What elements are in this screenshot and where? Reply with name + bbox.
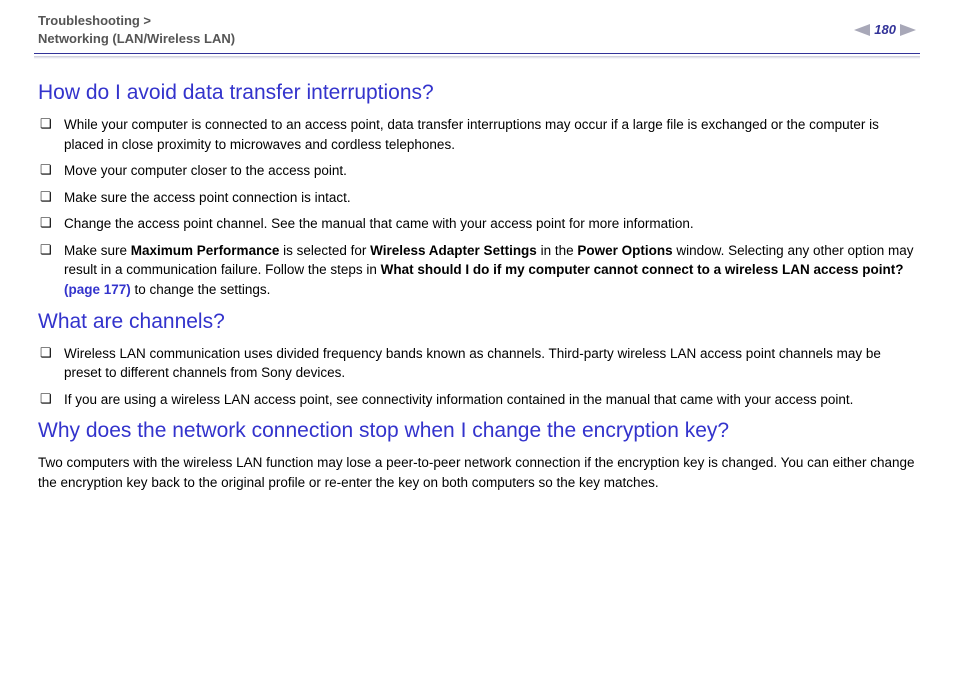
prev-page-arrow-icon[interactable] bbox=[854, 24, 870, 36]
section-heading-1: How do I avoid data transfer interruptio… bbox=[38, 81, 916, 105]
text-run: in the bbox=[537, 243, 578, 258]
breadcrumb[interactable]: Troubleshooting > Networking (LAN/Wirele… bbox=[38, 12, 235, 47]
section-heading-3: Why does the network connection stop whe… bbox=[38, 419, 916, 443]
list-item: If you are using a wireless LAN access p… bbox=[38, 390, 916, 410]
text-run: is selected for bbox=[279, 243, 370, 258]
list-item: Make sure the access point connection is… bbox=[38, 188, 916, 208]
text-run: to change the settings. bbox=[131, 282, 271, 297]
breadcrumb-line2: Networking (LAN/Wireless LAN) bbox=[38, 31, 235, 46]
list-item: Make sure Maximum Performance is selecte… bbox=[38, 241, 916, 300]
next-page-arrow-icon[interactable] bbox=[900, 24, 916, 36]
breadcrumb-line1: Troubleshooting > bbox=[38, 13, 151, 28]
bold-term: Wireless Adapter Settings bbox=[370, 243, 537, 258]
bullet-list-2: Wireless LAN communication uses divided … bbox=[38, 344, 916, 410]
text-run: Make sure bbox=[64, 243, 131, 258]
page-navigation: 180 bbox=[854, 22, 916, 37]
bold-term: Power Options bbox=[577, 243, 672, 258]
list-item: Move your computer closer to the access … bbox=[38, 161, 916, 181]
header-divider bbox=[34, 53, 920, 54]
list-item: Wireless LAN communication uses divided … bbox=[38, 344, 916, 383]
list-item: While your computer is connected to an a… bbox=[38, 115, 916, 154]
page-number: 180 bbox=[874, 22, 896, 37]
bullet-list-1: While your computer is connected to an a… bbox=[38, 115, 916, 300]
paragraph: Two computers with the wireless LAN func… bbox=[38, 453, 916, 492]
list-item: Change the access point channel. See the… bbox=[38, 214, 916, 234]
section-heading-2: What are channels? bbox=[38, 310, 916, 334]
page-reference-link[interactable]: (page 177) bbox=[64, 282, 131, 297]
page-header: Troubleshooting > Networking (LAN/Wirele… bbox=[0, 0, 954, 53]
bold-term: Maximum Performance bbox=[131, 243, 280, 258]
bold-term: What should I do if my computer cannot c… bbox=[381, 262, 904, 277]
page-content: How do I avoid data transfer interruptio… bbox=[0, 59, 954, 520]
